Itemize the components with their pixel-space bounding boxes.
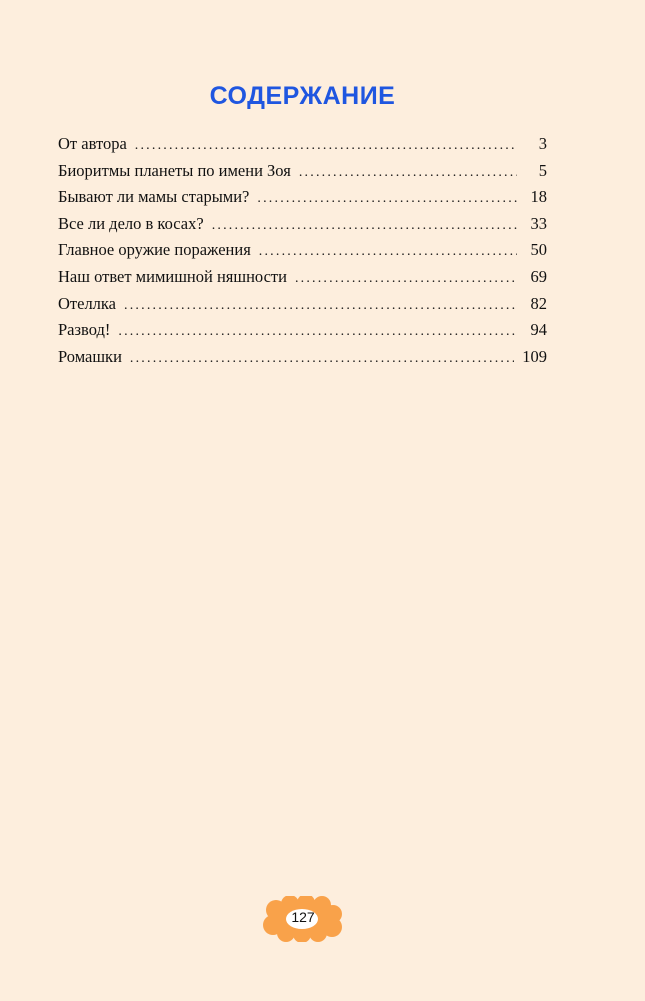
toc-entry-title: Биоритмы планеты по имени Зоя — [58, 160, 291, 180]
page-number: 127 — [291, 909, 315, 925]
toc-entry-title: Развод! — [58, 320, 111, 340]
dot-leader — [299, 165, 517, 181]
toc-entry[interactable]: Все ли дело в косах? 33 — [58, 214, 547, 241]
toc-entry-page: 82 — [530, 293, 548, 313]
dot-leader — [130, 351, 514, 367]
toc-entry[interactable]: Бывают ли мамы старыми? 18 — [58, 187, 547, 214]
toc-entry-page: 33 — [530, 213, 548, 233]
dot-leader — [118, 324, 517, 340]
toc-entry-title: Главное оружие поражения — [58, 240, 251, 260]
toc-entry-title: Все ли дело в косах? — [58, 213, 204, 233]
toc-entry[interactable]: Биоритмы планеты по имени Зоя 5 — [58, 161, 547, 188]
dot-leader — [212, 218, 517, 234]
toc-entry[interactable]: Наш ответ мимишной няшности 69 — [58, 267, 547, 294]
toc-entry-page: 50 — [530, 240, 548, 260]
toc-entry-page: 18 — [530, 187, 548, 207]
dot-leader — [259, 244, 517, 260]
toc-entry-title: Бывают ли мамы старыми? — [58, 187, 250, 207]
flower-badge-icon — [263, 894, 342, 943]
toc-entry-page: 69 — [530, 266, 548, 286]
toc-entry[interactable]: Ромашки 109 — [58, 347, 547, 374]
toc-entry[interactable]: Развод! 94 — [58, 320, 547, 347]
toc-entry-title: Наш ответ мимишной няшности — [58, 266, 287, 286]
dot-leader — [257, 191, 517, 207]
toc-entry-title: Ромашки — [58, 346, 122, 366]
toc-entry-title: От автора — [58, 134, 127, 153]
dot-leader — [135, 138, 517, 154]
toc-entry-page: 5 — [538, 160, 547, 180]
toc-entry-page: 94 — [530, 320, 548, 340]
toc-entry-page: 109 — [522, 346, 547, 366]
dot-leader — [124, 298, 517, 314]
page-number-badge: 127 — [262, 894, 344, 943]
table-of-contents: От автора 3 Биоритмы планеты по имени Зоя… — [58, 134, 547, 373]
toc-entry[interactable]: Главное оружие поражения 50 — [58, 240, 547, 267]
toc-entry[interactable]: Отеллка 82 — [58, 294, 547, 321]
toc-entry-title: Отеллка — [58, 293, 117, 313]
page-title: СОДЕРЖАНИЕ — [209, 82, 396, 110]
toc-entry[interactable]: От автора 3 — [58, 134, 547, 161]
toc-entry-page: 3 — [538, 134, 547, 153]
dot-leader — [295, 271, 517, 287]
